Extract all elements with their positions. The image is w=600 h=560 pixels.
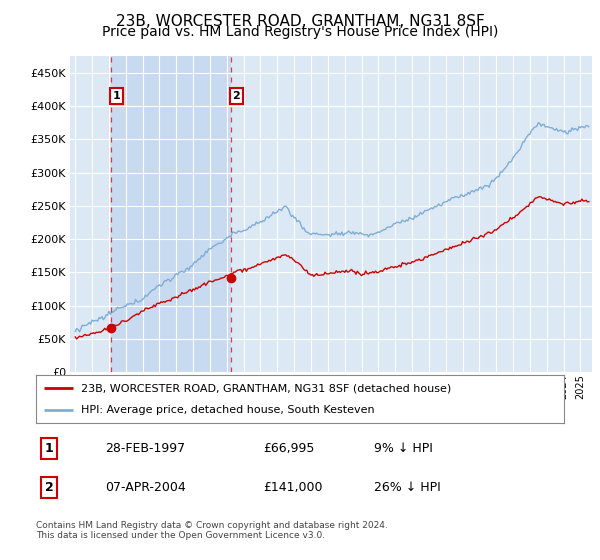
Text: 1: 1 xyxy=(113,91,121,101)
Text: £141,000: £141,000 xyxy=(263,481,323,494)
Text: Contains HM Land Registry data © Crown copyright and database right 2024.
This d: Contains HM Land Registry data © Crown c… xyxy=(36,521,388,540)
Text: 26% ↓ HPI: 26% ↓ HPI xyxy=(374,481,440,494)
Text: 1: 1 xyxy=(45,442,53,455)
Text: 2: 2 xyxy=(45,481,53,494)
Text: 23B, WORCESTER ROAD, GRANTHAM, NG31 8SF (detached house): 23B, WORCESTER ROAD, GRANTHAM, NG31 8SF … xyxy=(81,383,451,393)
Text: 28-FEB-1997: 28-FEB-1997 xyxy=(104,442,185,455)
Text: 2: 2 xyxy=(233,91,240,101)
Text: £66,995: £66,995 xyxy=(263,442,314,455)
Bar xyxy=(112,56,232,372)
Text: 23B, WORCESTER ROAD, GRANTHAM, NG31 8SF: 23B, WORCESTER ROAD, GRANTHAM, NG31 8SF xyxy=(116,14,484,29)
Text: 9% ↓ HPI: 9% ↓ HPI xyxy=(374,442,433,455)
Text: Price paid vs. HM Land Registry's House Price Index (HPI): Price paid vs. HM Land Registry's House … xyxy=(102,25,498,39)
Text: HPI: Average price, detached house, South Kesteven: HPI: Average price, detached house, Sout… xyxy=(81,405,374,415)
Text: 07-APR-2004: 07-APR-2004 xyxy=(104,481,185,494)
